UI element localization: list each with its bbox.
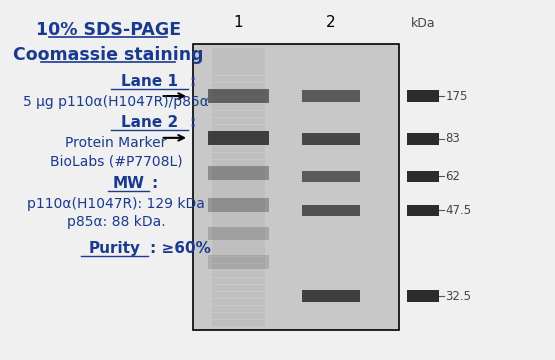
Text: :: : — [189, 74, 196, 89]
Bar — [212, 139, 265, 145]
Bar — [407, 171, 439, 182]
Bar — [212, 76, 265, 82]
Bar — [212, 167, 265, 173]
Bar — [212, 118, 265, 124]
Bar — [212, 292, 265, 298]
Text: Coomassie staining: Coomassie staining — [13, 46, 203, 64]
Bar — [212, 48, 265, 55]
Bar — [407, 133, 439, 145]
Text: 1: 1 — [234, 15, 243, 30]
Bar — [212, 97, 265, 103]
Bar — [212, 159, 265, 166]
Text: 83: 83 — [446, 132, 460, 145]
Bar — [302, 133, 360, 145]
Text: Lane 1: Lane 1 — [121, 74, 178, 89]
Bar — [302, 90, 360, 102]
Bar — [212, 132, 265, 138]
Bar — [212, 236, 265, 243]
Bar — [212, 62, 265, 68]
Bar — [212, 180, 265, 187]
Bar — [212, 257, 265, 264]
Text: 2: 2 — [326, 15, 336, 30]
Text: Purity: Purity — [89, 241, 141, 256]
Bar — [212, 264, 265, 270]
Text: BioLabs (#P7708L): BioLabs (#P7708L) — [49, 154, 182, 168]
Bar — [212, 285, 265, 291]
Bar — [212, 299, 265, 305]
Bar — [407, 291, 439, 302]
Bar — [212, 111, 265, 117]
Text: 62: 62 — [446, 170, 461, 183]
Bar — [208, 89, 269, 103]
Bar — [208, 255, 269, 269]
Text: 10% SDS-PAGE: 10% SDS-PAGE — [36, 21, 181, 39]
Text: :: : — [189, 115, 196, 130]
Text: Lane 2: Lane 2 — [120, 115, 178, 130]
Bar — [208, 166, 269, 180]
Text: 32.5: 32.5 — [446, 289, 471, 303]
Bar — [212, 278, 265, 284]
Text: kDa: kDa — [411, 17, 435, 30]
Bar — [212, 201, 265, 208]
Bar — [208, 131, 269, 145]
Text: MW: MW — [113, 176, 145, 191]
Text: 5 μg p110α(H1047R)/p85α: 5 μg p110α(H1047R)/p85α — [23, 95, 209, 109]
Bar — [302, 171, 360, 182]
Bar — [212, 313, 265, 319]
Bar — [212, 90, 265, 96]
Text: p110α(H1047R): 129 kDa: p110α(H1047R): 129 kDa — [27, 197, 205, 211]
Bar — [212, 146, 265, 152]
Bar — [212, 55, 265, 62]
Bar — [212, 69, 265, 76]
Bar — [212, 243, 265, 249]
Bar — [212, 83, 265, 89]
Bar — [208, 198, 269, 212]
Bar — [212, 271, 265, 277]
Text: Protein Marker: Protein Marker — [65, 136, 166, 150]
Bar — [407, 204, 439, 216]
Text: :: : — [151, 176, 157, 191]
Bar — [302, 291, 360, 302]
Bar — [212, 229, 265, 235]
Bar — [208, 227, 269, 240]
Bar — [302, 204, 360, 216]
Bar — [212, 215, 265, 222]
Bar — [212, 188, 265, 194]
Bar — [212, 306, 265, 312]
Text: p85α: 88 kDa.: p85α: 88 kDa. — [67, 215, 165, 229]
Bar — [212, 222, 265, 229]
Bar — [212, 208, 265, 215]
Text: 47.5: 47.5 — [446, 204, 472, 217]
Text: : ≥60%: : ≥60% — [150, 241, 211, 256]
Bar — [212, 250, 265, 256]
Bar — [212, 104, 265, 110]
Bar — [212, 153, 265, 159]
Bar — [193, 44, 399, 330]
Bar — [212, 194, 265, 201]
Bar — [212, 174, 265, 180]
Bar — [212, 320, 265, 326]
Bar — [407, 90, 439, 102]
Bar — [212, 125, 265, 131]
Text: 175: 175 — [446, 90, 468, 103]
